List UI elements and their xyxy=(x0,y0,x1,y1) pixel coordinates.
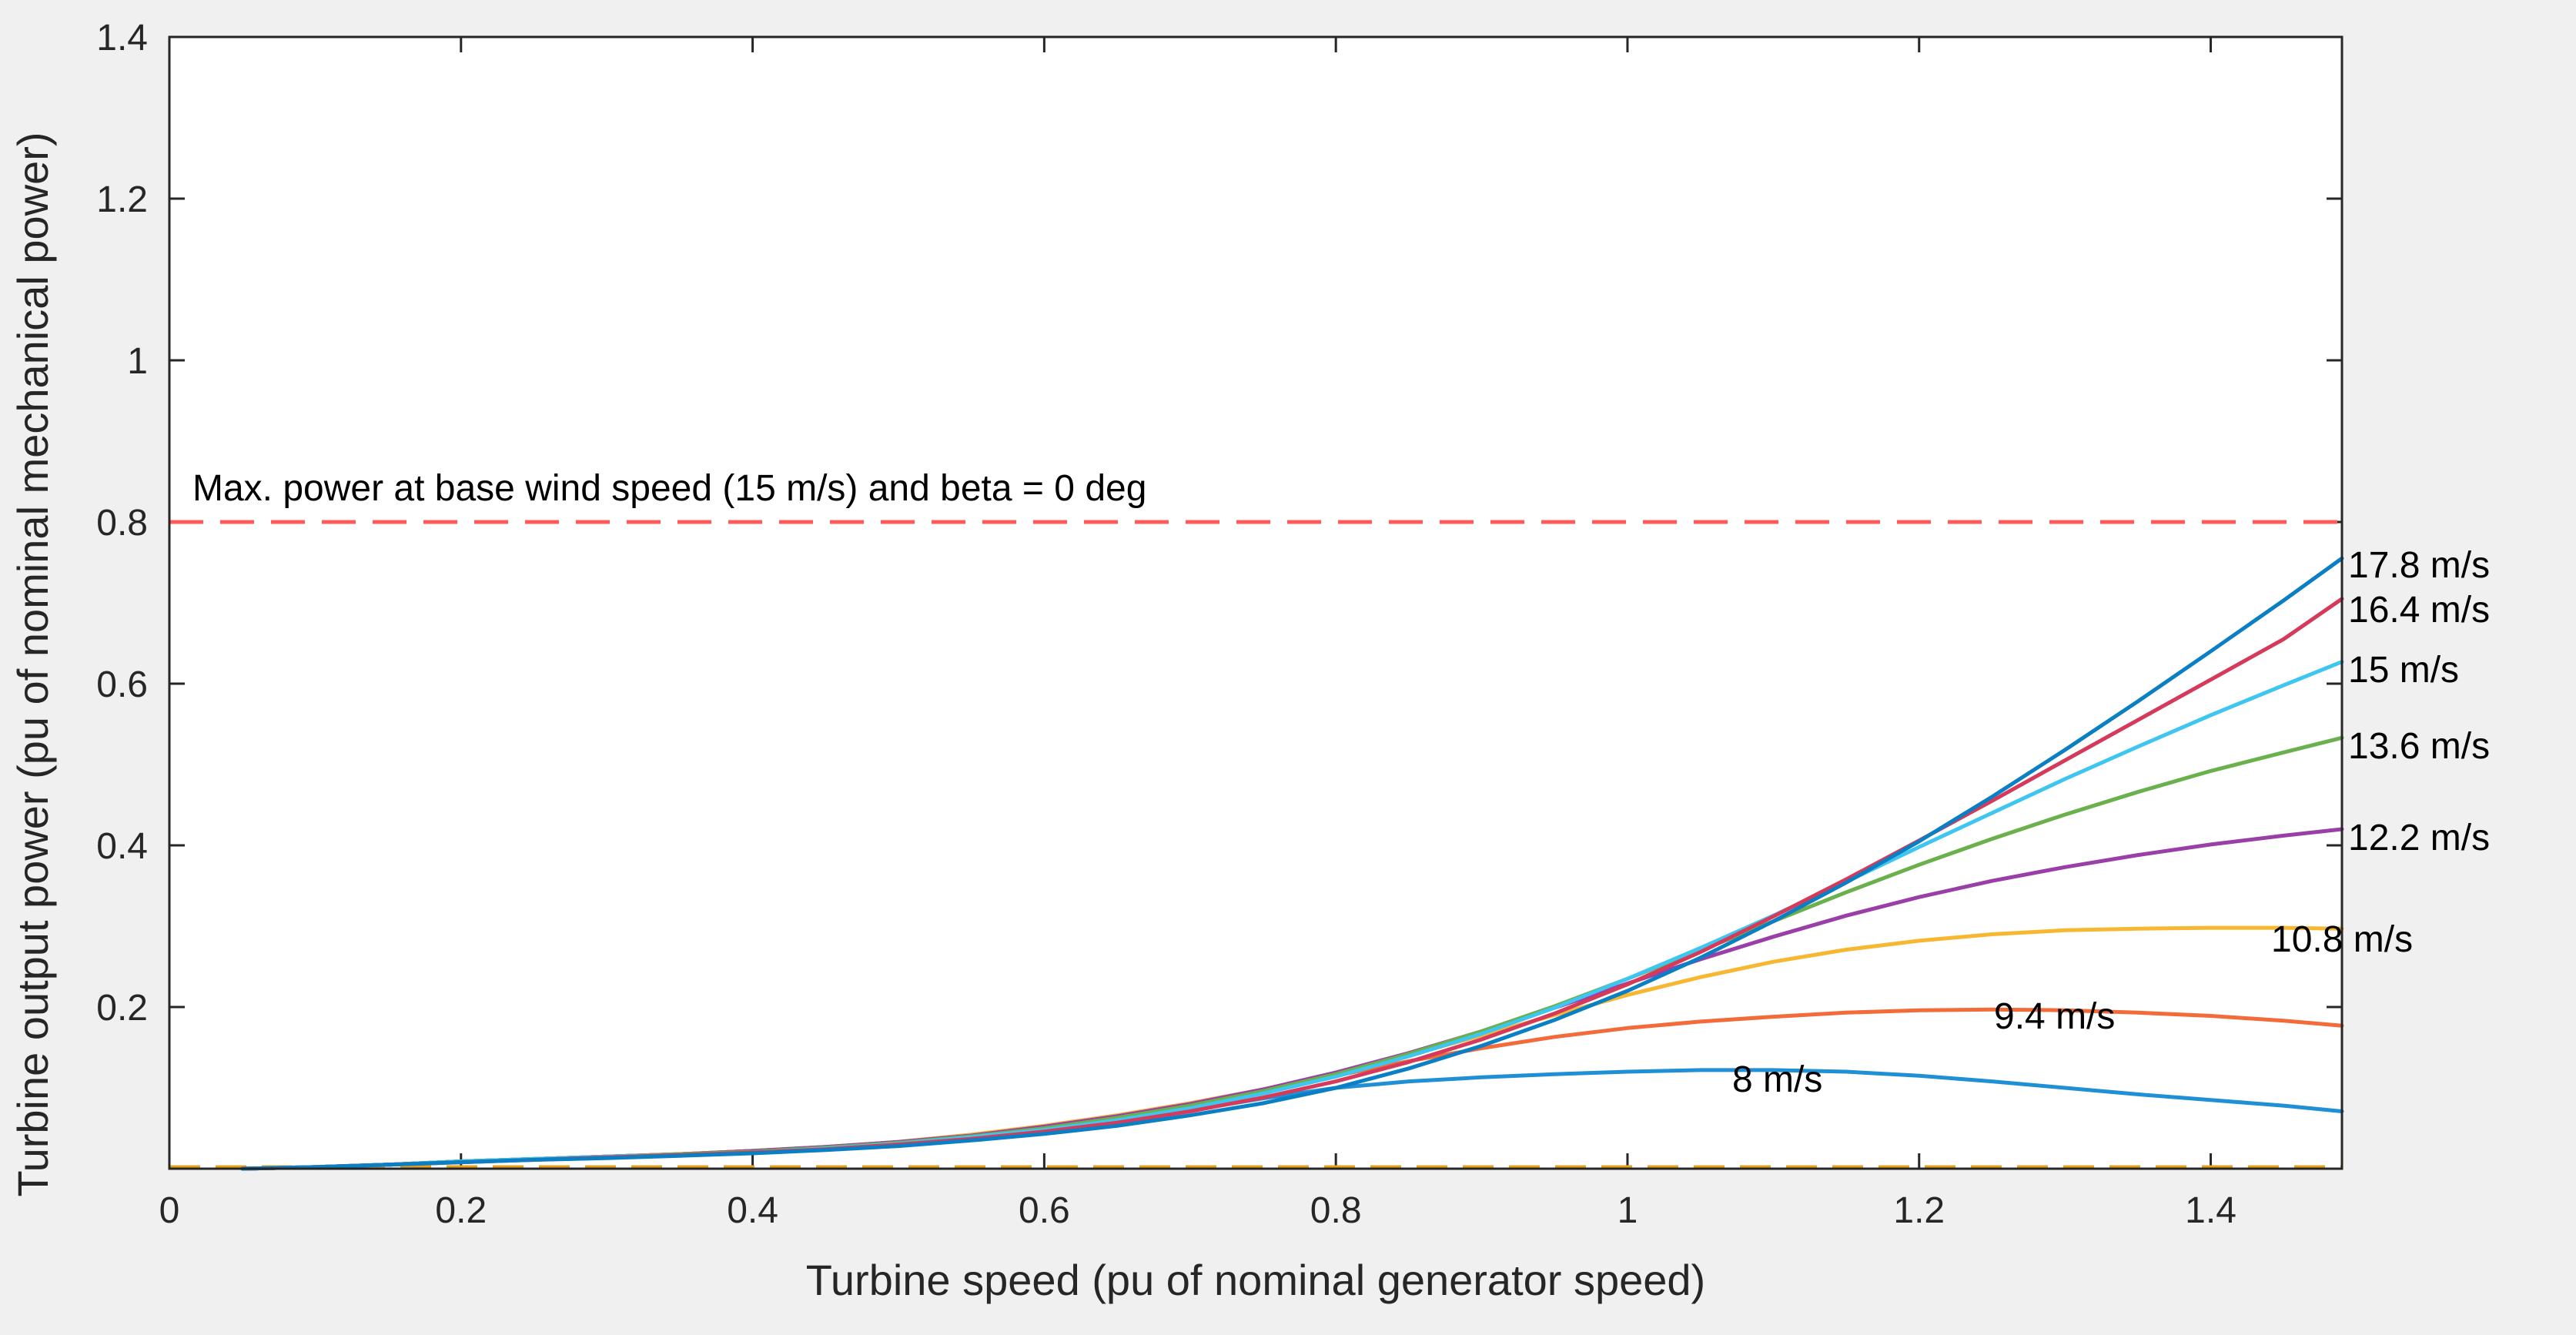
curve-label: 16.4 m/s xyxy=(2348,590,2490,631)
curve-label: 9.4 m/s xyxy=(1994,996,2115,1037)
y-axis-title: Turbine output power (pu of nominal mech… xyxy=(8,132,57,1196)
y-tick-label: 0.4 xyxy=(96,826,148,867)
series-line-17-8-m-s xyxy=(240,556,2344,1171)
x-tick-label: 0.8 xyxy=(1310,1190,1362,1231)
x-tick-label: 0.2 xyxy=(435,1190,487,1231)
y-tick-label: 1.2 xyxy=(96,179,148,220)
max-power-annotation: Max. power at base wind speed (15 m/s) a… xyxy=(192,468,1146,509)
y-tick-label: 0.2 xyxy=(96,988,148,1029)
x-tick-label: 1.2 xyxy=(1893,1190,1945,1231)
curve-label: 10.8 m/s xyxy=(2271,919,2413,960)
curve-label: 8 m/s xyxy=(1732,1059,1822,1100)
series-lines xyxy=(240,556,2344,1171)
curve-labels: 8 m/s 9.4 m/s 10.8 m/s 12.2 m/s 13.6 m/s 15 m… xyxy=(1732,545,2490,1100)
x-tick-label: 0.6 xyxy=(1019,1190,1070,1231)
plot-frame xyxy=(168,35,2343,1170)
x-tick-label: 1 xyxy=(1618,1190,1638,1231)
y-tick-label: 0.8 xyxy=(96,503,148,544)
x-tick-label: 0.4 xyxy=(727,1190,778,1231)
y-tick-label: 0.6 xyxy=(96,664,148,705)
curve-label: 17.8 m/s xyxy=(2348,545,2490,586)
reference-line-group: Max. power at base wind speed (15 m/s) a… xyxy=(169,468,2342,1169)
y-tick-label: 1 xyxy=(127,341,148,382)
x-tick-label: 1.4 xyxy=(2185,1190,2236,1231)
plot-area xyxy=(169,37,2342,1169)
x-axis-title: Turbine speed (pu of nominal generator s… xyxy=(806,1256,1705,1304)
x-tick-label: 0 xyxy=(159,1190,180,1231)
curve-label: 12.2 m/s xyxy=(2348,818,2490,858)
y-tick-label: 1.4 xyxy=(96,18,148,59)
curve-label: 13.6 m/s xyxy=(2348,726,2490,767)
curve-label: 15 m/s xyxy=(2348,650,2459,691)
ticks: 0 0.2 0.4 0.6 0.8 1 1.2 1.4 0.2 0.4 0.6 0.8 1 1.2 1.4 xyxy=(96,18,2342,1231)
